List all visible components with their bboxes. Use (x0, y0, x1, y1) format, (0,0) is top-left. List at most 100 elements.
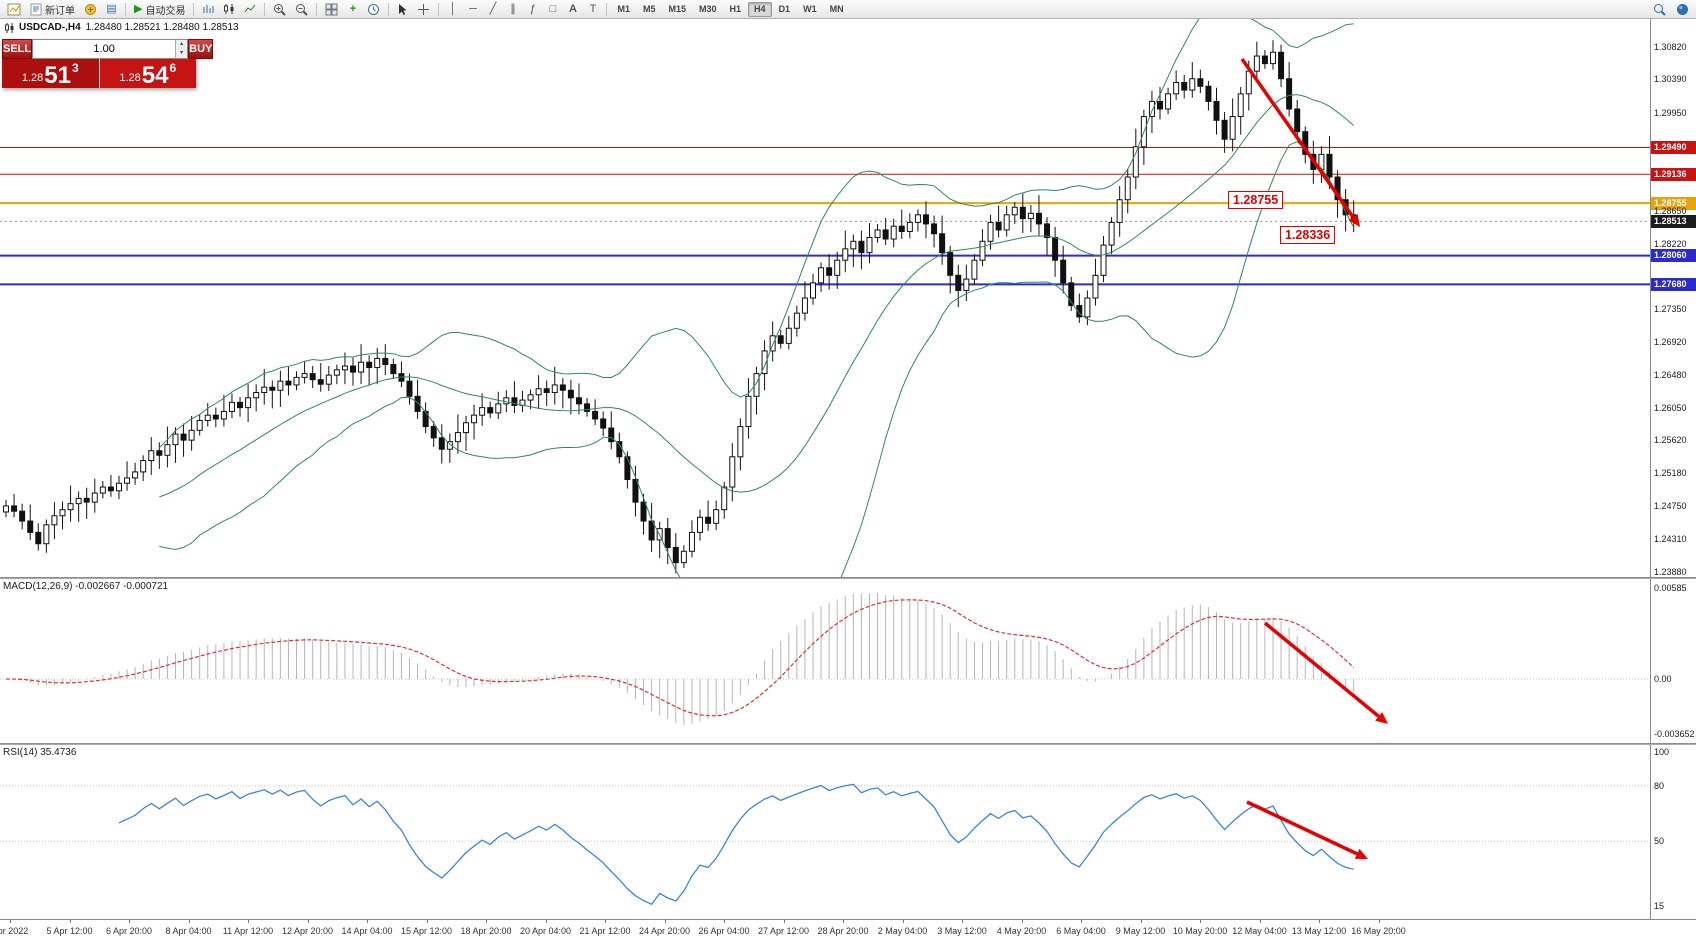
shapes-tool-button[interactable]: □ (543, 1, 562, 18)
time-label: 12 Apr 20:00 (281, 926, 334, 936)
tile-windows-button[interactable] (321, 1, 342, 18)
macd-axis: 0.00585 0.00 -0.003652 (1650, 579, 1696, 743)
text-tool-button[interactable]: A (563, 1, 582, 18)
buy-button[interactable]: BUY (188, 39, 214, 59)
time-tick (426, 920, 428, 923)
timeframe-h1[interactable]: H1 (724, 2, 748, 17)
timeframe-m1[interactable]: M1 (611, 2, 636, 17)
auto-trading-button[interactable]: ▶ 自动交易 (130, 1, 189, 18)
time-label: 4 May 20:00 (996, 926, 1047, 936)
time-label: 15 Apr 12:00 (400, 926, 453, 936)
cursor-tool-button[interactable] (393, 1, 412, 18)
buy-price[interactable]: 1.28 54 6 (99, 59, 196, 89)
new-chart-button[interactable] (3, 1, 25, 18)
periods-button[interactable] (363, 1, 384, 18)
chart-title-icon (5, 22, 14, 33)
toolbar-separator (438, 2, 440, 16)
search-button[interactable] (1649, 1, 1670, 18)
text-label-icon: T (589, 2, 597, 15)
crosshair-icon (418, 3, 430, 15)
trendline-tool-button[interactable]: ╱ (483, 1, 502, 18)
rsi-tick: 100 (1654, 747, 1670, 757)
timeframe-d1[interactable]: D1 (773, 2, 797, 17)
macd-panel: 0.00585 0.00 -0.003652 MACD(12,26,9) -0.00… (0, 579, 1696, 743)
crosshair-tool-button[interactable] (413, 1, 434, 18)
zoom-in-button[interactable] (269, 1, 290, 18)
toolbar-separator (316, 2, 318, 16)
timeframe-w1[interactable]: W1 (797, 2, 823, 17)
trendline-icon: ╱ (489, 2, 497, 15)
rsi-label: RSI(14) 35.4736 (3, 747, 77, 758)
main-toolbar: 新订单 ▤ ▶ 自动交易 + │ ─ ╱ ∥ ƒ □ A T M1 M5 M15 M30… (0, 0, 1696, 19)
horizontal-line-tool-button[interactable]: ─ (463, 1, 482, 18)
new-order-button[interactable]: 新订单 (26, 1, 79, 18)
time-axis[interactable]: Apr 2022 5 Apr 12:00 6 Apr 20:00 8 Apr 04:0… (0, 919, 1696, 942)
sell-price-big: 51 (44, 62, 71, 89)
rsi-tick: 50 (1654, 836, 1665, 847)
panel-divider-macd[interactable] (0, 577, 1696, 579)
time-label: 6 Apr 20:00 (105, 926, 153, 936)
sell-button[interactable]: SELL (2, 39, 33, 59)
time-tick (724, 920, 725, 923)
new-chart-icon (7, 3, 21, 15)
fibonacci-tool-button[interactable]: ƒ (523, 1, 542, 18)
label-tool-button[interactable]: T (583, 1, 602, 18)
cursor-icon (399, 3, 408, 15)
time-tick (1319, 920, 1320, 923)
channel-tool-button[interactable]: ∥ (503, 1, 522, 18)
vertical-line-tool-button[interactable]: │ (443, 1, 462, 18)
timeframe-m5[interactable]: M5 (637, 2, 662, 17)
price-axis[interactable]: 1.29490 1.29136 1.28755 1.28060 1.27680 1.285… (1650, 19, 1696, 577)
time-label: 18 Apr 20:00 (460, 926, 512, 936)
toolbar-separator (193, 2, 195, 16)
timeframe-mn[interactable]: MN (824, 2, 850, 17)
toolbar-separator (125, 2, 126, 16)
price-tick: 1.30390 (1654, 74, 1687, 85)
timeframe-h4[interactable]: H4 (748, 1, 772, 17)
bar-chart-button[interactable] (198, 1, 218, 18)
data-window-button[interactable]: ▤ (102, 1, 121, 18)
market-watch-icon (85, 3, 96, 15)
buy-price-big: 54 (141, 62, 169, 89)
macd-chart[interactable] (0, 579, 1650, 743)
time-tick (902, 920, 904, 923)
price-annotation[interactable]: 1.28336 (1280, 225, 1336, 244)
time-tick (1081, 920, 1082, 923)
time-label: 5 Apr 12:00 (46, 926, 93, 936)
help-button[interactable] (1672, 1, 1693, 18)
time-tick (1021, 920, 1023, 923)
price-tick: 1.23880 (1654, 566, 1687, 577)
sell-price[interactable]: 1.28 51 3 (2, 59, 99, 88)
data-window-icon: ▤ (106, 2, 117, 15)
time-tick (367, 920, 368, 923)
auto-trading-icon: ▶ (134, 2, 143, 15)
macd-tick: -0.003652 (1654, 729, 1695, 739)
macd-label: MACD(12,26,9) -0.002667 -0.000721 (3, 581, 169, 592)
symbol-period: USDCAD-,H4 (19, 22, 81, 33)
ohlc-values: 1.28480 1.28521 1.28480 1.28513 (85, 22, 239, 33)
sell-price-prefix: 1.28 (21, 72, 44, 84)
time-label: 28 Apr 20:00 (817, 926, 869, 936)
panel-divider-rsi[interactable] (0, 743, 1696, 745)
line-chart-button[interactable] (240, 1, 260, 18)
timeframe-m15[interactable]: M15 (663, 2, 693, 17)
current-price-label: 1.28513 (1651, 214, 1696, 228)
rsi-chart[interactable] (0, 745, 1650, 919)
volume-spinner: ▴ ▾ (175, 40, 188, 58)
price-tick: 1.28650 (1654, 206, 1687, 217)
time-label: Apr 2022 (0, 926, 29, 936)
indicators-button[interactable]: + (343, 1, 362, 18)
timeframe-m30[interactable]: M30 (693, 2, 723, 17)
volume-down-button[interactable]: ▾ (176, 49, 188, 58)
candlestick-chart-button[interactable] (219, 1, 239, 18)
vertical-line-icon: │ (449, 2, 457, 15)
zoom-out-button[interactable] (291, 1, 312, 18)
hline-price-label: 1.28060 (1651, 249, 1696, 263)
volume-input[interactable] (33, 40, 176, 58)
time-label: 24 Apr 20:00 (638, 926, 691, 936)
price-annotation[interactable]: 1.28755 (1228, 191, 1284, 210)
rsi-tick: 15 (1654, 900, 1665, 911)
market-watch-button[interactable] (80, 1, 101, 18)
price-chart[interactable] (0, 19, 1650, 577)
volume-up-button[interactable]: ▴ (176, 40, 188, 49)
